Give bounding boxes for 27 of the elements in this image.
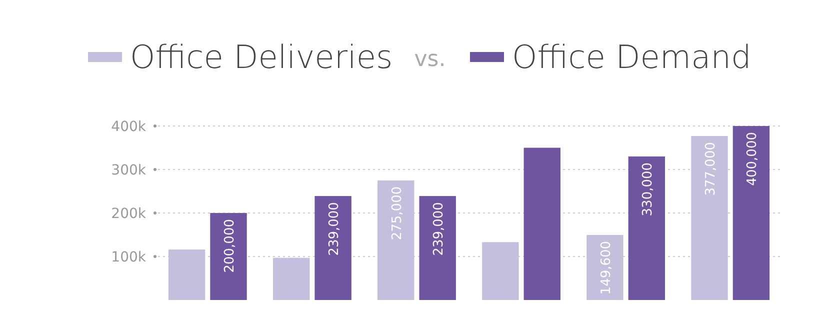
bar [628,156,666,300]
bar [314,196,352,300]
bar [210,213,247,300]
data-label: 330,000 [640,162,656,216]
bar [272,258,310,300]
y-tick-label: 300k [111,162,147,178]
y-tick-label: 100k [111,249,147,266]
bar [732,126,770,300]
bar [419,196,456,300]
bar [168,250,206,300]
data-label: 400,000 [745,132,760,186]
bar [482,242,519,300]
data-label: 377,000 [703,142,718,196]
data-label: 239,000 [327,202,342,256]
bar [691,136,728,300]
data-label: 275,000 [390,186,405,240]
y-tick-label: 400k [111,118,147,135]
y-tick-label: 200k [111,206,147,222]
bar [586,234,624,300]
data-label: 149,600 [598,240,614,295]
data-label: 200,000 [222,219,238,273]
bar [378,180,414,300]
bar [524,148,560,300]
data-label: 239,000 [432,202,447,256]
text: vs. [414,47,446,72]
legend-label: Office Demand [512,38,752,76]
legend-label: Office Deliveries [130,38,393,76]
